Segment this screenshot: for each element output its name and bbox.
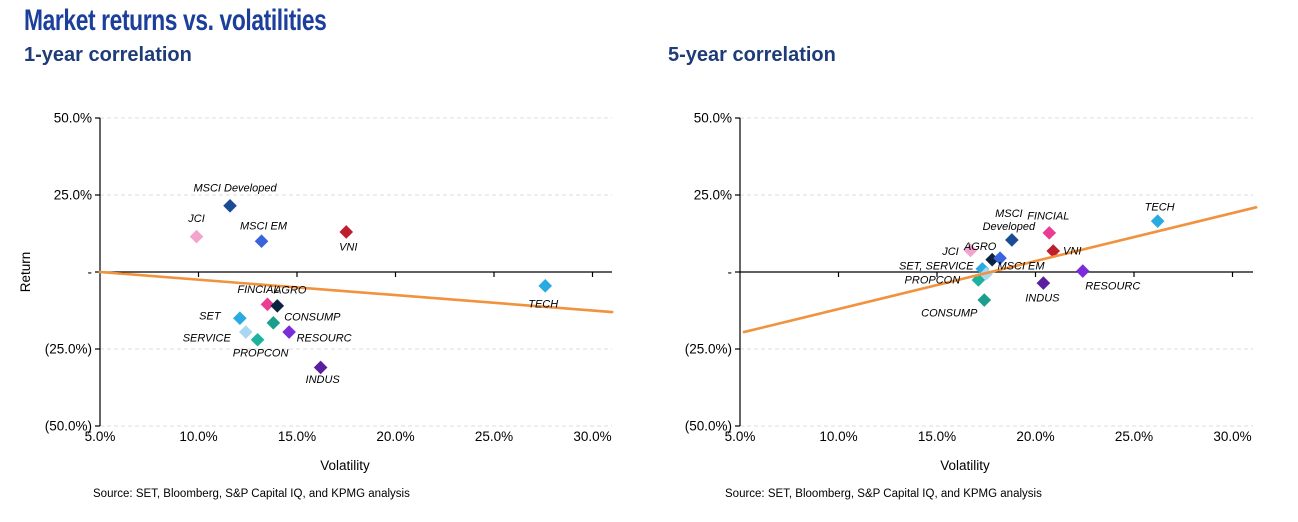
x-tick-label: 25.0% <box>1115 429 1153 444</box>
page-title-text: Market returns vs. volatilities <box>24 4 327 37</box>
point-label-FINCIAL: FINCIAL <box>1027 210 1069 222</box>
page-title: Market returns vs. volatilities <box>24 4 422 38</box>
chart-subtitle-5-year: 5-year correlation <box>668 44 836 66</box>
trendline <box>98 270 614 314</box>
y-tick-label: 50.0% <box>54 111 92 126</box>
point-label-CONSUMP: CONSUMP <box>921 308 978 320</box>
point-label-AGRO: AGRO <box>273 284 307 296</box>
x-axis-title: Volatility <box>940 458 990 473</box>
point-label-FINCIAL: FINCIAL <box>237 284 279 296</box>
y-axis-title: Return <box>18 252 33 293</box>
x-axis-title: Volatility <box>320 458 370 473</box>
y-tick-label: 25.0% <box>54 188 92 203</box>
point-label-VNI: VNI <box>339 241 357 253</box>
x-tick-label: 15.0% <box>918 429 956 444</box>
point-label-TECH: TECH <box>1145 202 1175 214</box>
point-RESOURC <box>282 325 296 339</box>
x-tick-label: 25.0% <box>475 429 513 444</box>
point-label-INDUS: INDUS <box>1025 293 1060 305</box>
trendline <box>742 206 1258 334</box>
point-label-MSCI EM: MSCI EM <box>240 221 288 233</box>
point-label-TECH: TECH <box>528 298 558 310</box>
x-tick-label: 5.0% <box>85 429 116 444</box>
point-label-PROPCON: PROPCON <box>905 275 961 287</box>
point-label-SET: SET <box>199 311 222 323</box>
x-tick-label: 15.0% <box>278 429 316 444</box>
chart-1-year: 50.0% 25.0% - (25.0%) (50.0%)5.0% 10.0% 15.0% 2… <box>18 111 614 473</box>
point-JCI <box>963 243 978 258</box>
point-label-JCI: JCI <box>941 246 959 258</box>
y-tick-label: (50.0%) <box>45 419 92 434</box>
y-tick-label: (50.0%) <box>685 419 732 434</box>
point-INDUS <box>313 360 328 375</box>
point-FINCIAL <box>260 297 275 312</box>
point-TECH <box>1150 214 1165 228</box>
source-note-right: Source: SET, Bloomberg, S&P Capital IQ, … <box>725 488 1042 500</box>
point-label-MSCI Developed: MSCI Developed <box>193 182 277 194</box>
point-CONSUMP <box>977 293 992 307</box>
y-tick-label: - <box>88 265 93 280</box>
y-tick-label: 50.0% <box>694 111 732 126</box>
point-AGRO <box>270 299 285 313</box>
point-TECH <box>538 279 553 293</box>
point-INDUS <box>1036 276 1051 290</box>
x-tick-label: 20.0% <box>1016 429 1054 444</box>
point-VNI <box>1046 244 1061 258</box>
point-CONSUMP <box>266 316 281 330</box>
point-label-VNI: VNI <box>1063 246 1081 258</box>
x-tick-label: 30.0% <box>573 429 611 444</box>
y-tick-label: 25.0% <box>694 188 732 203</box>
point-label-MSCI EM: MSCI EM <box>998 261 1046 273</box>
point-label-PROPCON: PROPCON <box>233 347 289 359</box>
point-label-SERVICE: SERVICE <box>183 333 232 345</box>
point-MSCI EM <box>993 251 1007 265</box>
point-FINCIAL <box>1042 226 1057 240</box>
point-PROPCON <box>971 273 986 287</box>
point-label-MSCI Developed: Developed <box>983 221 1036 233</box>
point-SET <box>233 311 247 325</box>
chart-5-year: 50.0% 25.0% - (25.0%) (50.0%)5.0% 10.0% 15.0% 2… <box>685 111 1258 473</box>
y-tick-label: (25.0%) <box>685 342 732 357</box>
y-tick-label: (25.0%) <box>45 342 92 357</box>
point-label-SET: SET, SERVICE <box>899 260 974 272</box>
point-label-CONSUMP: CONSUMP <box>284 311 341 323</box>
point-label-RESOURC: RESOURC <box>297 333 352 345</box>
x-tick-label: 20.0% <box>376 429 414 444</box>
chart-subtitle-1-year: 1-year correlation <box>24 44 192 66</box>
x-tick-label: 5.0% <box>725 429 756 444</box>
point-label-MSCI Developed: MSCI <box>995 208 1023 220</box>
point-label-RESOURC: RESOURC <box>1085 281 1140 293</box>
point-RESOURC <box>1075 264 1090 278</box>
point-JCI <box>189 229 204 244</box>
point-PROPCON <box>250 332 265 347</box>
x-tick-label: 10.0% <box>179 429 217 444</box>
point-label-AGRO: AGRO <box>963 241 997 253</box>
point-MSCI Developed <box>1005 233 1019 247</box>
source-note-left: Source: SET, Bloomberg, S&P Capital IQ, … <box>93 488 410 500</box>
point-MSCI Developed <box>223 198 237 213</box>
point-SERVICE <box>238 325 253 339</box>
point-MSCI EM <box>254 234 269 248</box>
point-VNI <box>339 225 354 239</box>
point-label-INDUS: INDUS <box>306 374 341 386</box>
x-tick-label: 30.0% <box>1213 429 1251 444</box>
x-tick-label: 10.0% <box>819 429 857 444</box>
point-label-JCI: JCI <box>187 213 205 225</box>
y-tick-label: - <box>728 265 733 280</box>
